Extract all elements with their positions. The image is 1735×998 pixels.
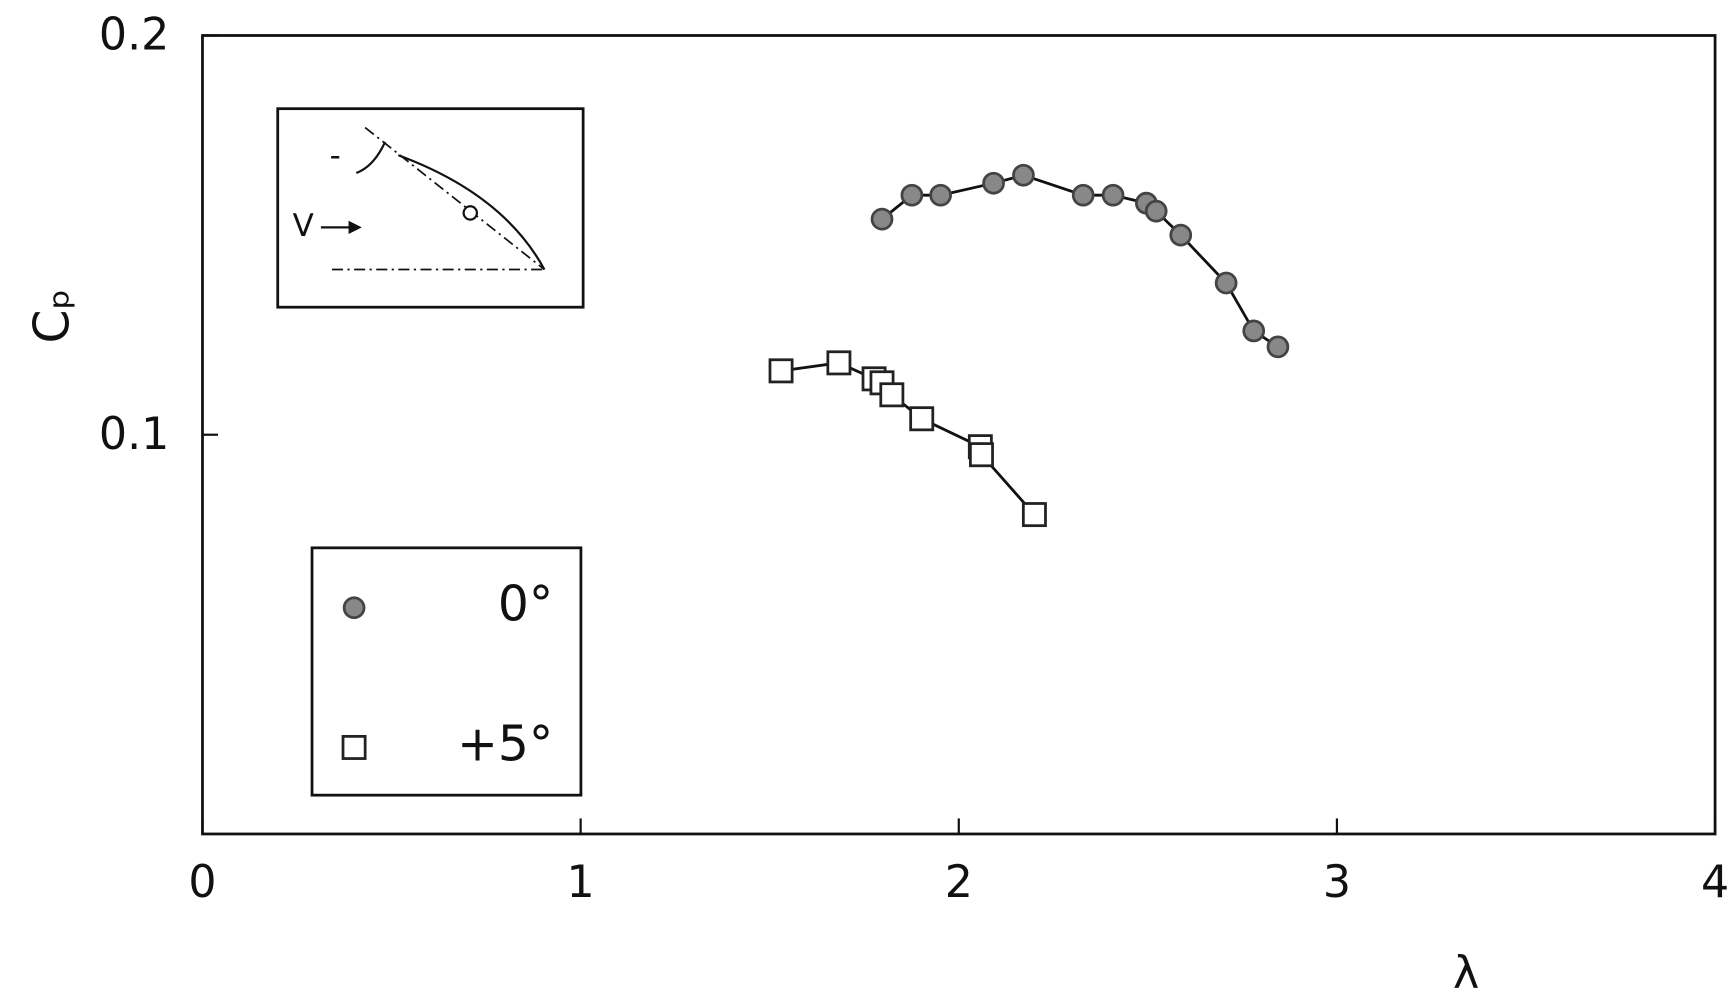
inset-pivot (464, 206, 477, 219)
inset-box (278, 109, 583, 308)
inset-chord (365, 128, 544, 270)
data-point (1013, 165, 1033, 185)
data-point (1171, 225, 1191, 245)
inset-label: - (330, 138, 341, 174)
data-point (1216, 273, 1236, 293)
data-point (902, 185, 922, 205)
x-tick-label: 1 (567, 857, 595, 908)
fit-line (781, 363, 1034, 515)
inset-label: V (293, 208, 314, 244)
inset-arrowhead (349, 221, 362, 234)
x-tick-label: 0 (188, 857, 216, 908)
data-point (1103, 185, 1123, 205)
data-point (970, 444, 992, 466)
x-tick-label: 2 (945, 857, 973, 908)
plot-frame (202, 35, 1715, 833)
y-axis-label: Cₚ (24, 289, 80, 344)
data-point (881, 384, 903, 406)
legend-marker (344, 598, 364, 618)
data-point (911, 408, 933, 430)
data-point (1146, 201, 1166, 221)
data-point (1073, 185, 1093, 205)
x-tick-label: 4 (1701, 857, 1729, 908)
data-point (1244, 321, 1264, 341)
data-point (931, 185, 951, 205)
data-point (770, 360, 792, 382)
inset-angle-arrow (356, 142, 385, 173)
legend-label: 0° (498, 577, 553, 633)
x-tick-label: 3 (1323, 857, 1351, 908)
data-point (984, 173, 1004, 193)
plot: V - 0 1 2 3 4 0.1 0.2 λ Cₚ 0° +5° (24, 10, 1729, 998)
x-axis-label: λ (1453, 948, 1479, 998)
legend-marker (343, 736, 365, 758)
data-point (1268, 337, 1288, 357)
legend-label: +5° (457, 716, 553, 772)
data-point (1023, 503, 1045, 525)
chart: V - 0 1 2 3 4 0.1 0.2 λ Cₚ 0° +5° (0, 0, 1735, 998)
data-point (872, 209, 892, 229)
y-tick-label: 0.2 (99, 10, 169, 61)
data-point (828, 352, 850, 374)
y-tick-label: 0.1 (99, 409, 169, 460)
